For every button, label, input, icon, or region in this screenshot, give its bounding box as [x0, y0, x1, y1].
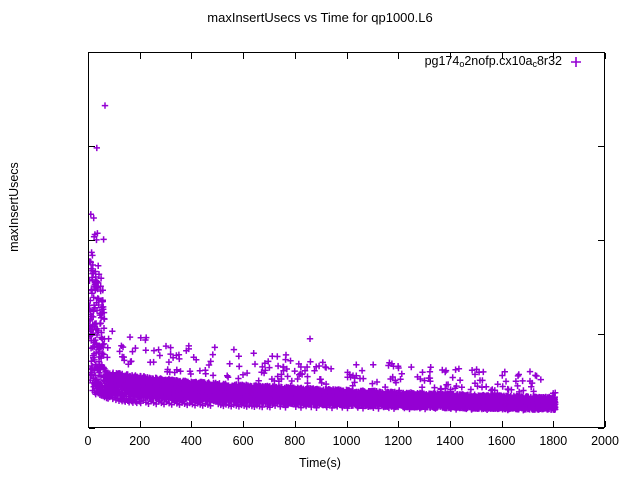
x-tick-mark — [140, 421, 141, 427]
x-tick-mark — [347, 421, 348, 427]
y-tick-mark — [89, 334, 95, 335]
legend-name-prefix: pg174 — [424, 54, 460, 68]
legend-label: pg174o2nofp.cx10ac8r32 — [424, 54, 562, 69]
y-tick-mark — [598, 146, 604, 147]
x-tick-label: 800 — [284, 434, 306, 448]
legend-name-mid: 2nofp.cx10a — [464, 54, 533, 68]
legend-name-sub1: o — [459, 59, 465, 69]
x-tick-mark — [605, 421, 606, 427]
x-tick-mark — [88, 53, 89, 59]
x-tick-mark — [347, 53, 348, 59]
y-tick-mark — [598, 52, 604, 53]
x-tick-mark — [295, 421, 296, 427]
y-tick-mark — [89, 428, 95, 429]
y-tick-mark — [89, 146, 95, 147]
legend-name-suffix: 8r32 — [536, 54, 562, 68]
x-tick-mark — [140, 53, 141, 59]
y-tick-mark — [598, 334, 604, 335]
y-tick-mark — [598, 428, 604, 429]
plot-canvas — [89, 53, 604, 427]
x-tick-mark — [398, 53, 399, 59]
x-tick-mark — [88, 421, 89, 427]
x-tick-label: 400 — [180, 434, 202, 448]
scatter-points — [89, 102, 559, 414]
x-tick-label: 0 — [84, 434, 92, 448]
x-tick-label: 2000 — [591, 434, 619, 448]
x-tick-label: 1200 — [384, 434, 413, 448]
y-tick-mark — [89, 52, 95, 53]
plot-area — [88, 52, 605, 428]
x-tick-mark — [450, 421, 451, 427]
x-tick-mark — [191, 53, 192, 59]
y-axis-label: maxInsertUsecs — [7, 162, 21, 252]
x-tick-mark — [605, 53, 606, 59]
x-tick-label: 200 — [129, 434, 151, 448]
x-tick-mark — [243, 421, 244, 427]
y-tick-mark — [89, 240, 95, 241]
chart-title: maxInsertUsecs vs Time for qp1000.L6 — [207, 10, 433, 25]
x-tick-mark — [398, 421, 399, 427]
x-tick-mark — [502, 421, 503, 427]
x-tick-label: 1400 — [435, 434, 464, 448]
x-tick-mark — [450, 53, 451, 59]
x-tick-mark — [191, 421, 192, 427]
x-axis-label: Time(s) — [299, 456, 341, 470]
x-tick-label: 1800 — [539, 434, 568, 448]
y-tick-mark — [598, 240, 604, 241]
x-tick-mark — [295, 53, 296, 59]
x-tick-mark — [553, 53, 554, 59]
x-tick-label: 600 — [232, 434, 254, 448]
x-tick-mark — [553, 421, 554, 427]
x-tick-mark — [243, 53, 244, 59]
x-tick-label: 1600 — [487, 434, 516, 448]
x-tick-mark — [502, 53, 503, 59]
legend-marker-icon — [571, 57, 581, 67]
x-tick-label: 1000 — [332, 434, 361, 448]
legend-name-sub2: c — [532, 59, 537, 69]
